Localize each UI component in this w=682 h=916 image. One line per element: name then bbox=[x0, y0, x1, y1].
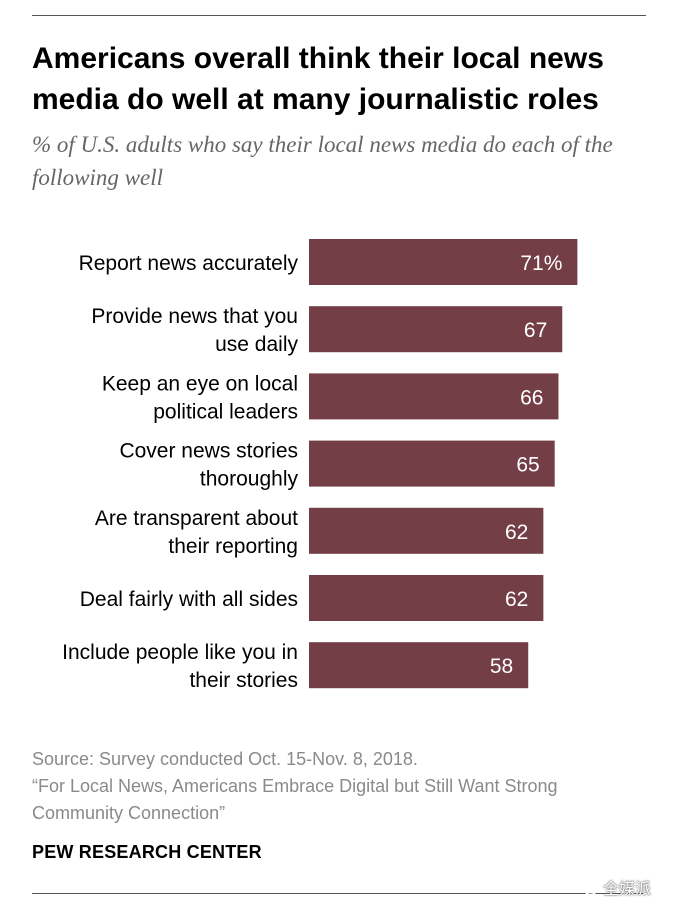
watermark: 全媒派 bbox=[576, 874, 651, 900]
bottom-rule bbox=[32, 893, 646, 894]
bar-chart: 71% Report news accurately 67 Provide news … bbox=[62, 239, 578, 692]
source-line-1: Source: Survey conducted Oct. 15-Nov. 8,… bbox=[32, 749, 418, 769]
chart-subtitle: % of U.S. adults who say their local new… bbox=[32, 132, 613, 190]
category-label-3-line-1: Keep an eye on local bbox=[102, 372, 298, 395]
source-note: Source: Survey conducted Oct. 15-Nov. 8,… bbox=[32, 746, 652, 827]
category-label-5-line-2: their reporting bbox=[168, 535, 298, 558]
source-line-3: Community Connection” bbox=[32, 803, 226, 823]
category-label-4-line-2: thoroughly bbox=[200, 468, 299, 491]
wechat-icon bbox=[576, 878, 598, 896]
brand-label: PEW RESEARCH CENTER bbox=[32, 842, 262, 862]
value-label-2: 67 bbox=[524, 319, 547, 342]
chart-title: Americans overall think their local news… bbox=[32, 42, 604, 116]
value-label-5: 62 bbox=[505, 521, 528, 544]
category-label-2-line-1: Provide news that you bbox=[91, 305, 298, 328]
category-label-6-line-1: Deal fairly with all sides bbox=[80, 588, 298, 611]
value-label-1: 71% bbox=[520, 252, 562, 275]
value-label-6: 62 bbox=[505, 588, 528, 611]
source-line-2: “For Local News, Americans Embrace Digit… bbox=[32, 776, 558, 796]
category-label-7-line-1: Include people like you in bbox=[62, 641, 298, 664]
bar-7 bbox=[309, 642, 529, 689]
bar-4 bbox=[309, 440, 555, 487]
category-label-7-line-2: their stories bbox=[189, 669, 298, 692]
bar-6 bbox=[309, 575, 544, 621]
category-label-3-line-2: political leaders bbox=[153, 400, 298, 423]
bar-3 bbox=[309, 373, 559, 420]
bar-5 bbox=[309, 507, 544, 554]
value-label-4: 65 bbox=[516, 454, 539, 477]
value-label-7: 58 bbox=[490, 655, 513, 678]
bar-2 bbox=[309, 306, 563, 353]
watermark-text: 全媒派 bbox=[603, 879, 652, 898]
category-label-4-line-1: Cover news stories bbox=[119, 440, 298, 463]
category-label-2-line-2: use daily bbox=[215, 333, 298, 356]
category-label-5-line-1: Are transparent about bbox=[95, 507, 298, 530]
category-label-1-line-1: Report news accurately bbox=[79, 252, 299, 275]
value-label-3: 66 bbox=[520, 386, 543, 409]
top-rule bbox=[32, 15, 646, 16]
bar-1 bbox=[309, 239, 578, 285]
